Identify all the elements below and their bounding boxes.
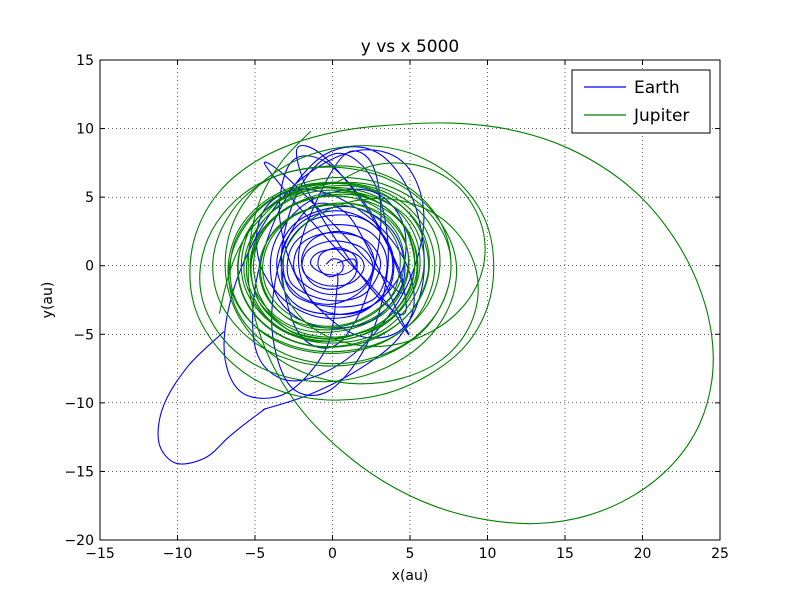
x-tick-label: −5	[245, 546, 266, 562]
y-tick-label: 15	[76, 53, 94, 69]
plot-series	[157, 122, 714, 525]
y-tick-label: 10	[76, 122, 94, 138]
axis-ticks	[99, 59, 721, 541]
x-tick-label: 0	[328, 546, 337, 562]
legend-box	[571, 69, 711, 134]
y-axis-label: y(au)	[40, 282, 56, 319]
y-tick-label: −20	[64, 533, 94, 549]
x-tick-label: 20	[634, 546, 652, 562]
x-tick-label: −10	[163, 546, 193, 562]
series-line-jupiter	[189, 122, 714, 525]
y-tick-label: −15	[64, 464, 94, 480]
legend-label-jupiter: Jupiter	[633, 106, 689, 126]
x-tick-label: 15	[556, 546, 574, 562]
x-tick-label: −15	[85, 546, 115, 562]
y-tick-labels: −20 −15 −10 −5 0 5 10 15	[64, 53, 94, 549]
x-axis-label: x(au)	[392, 568, 429, 584]
x-tick-label: 10	[479, 546, 497, 562]
legend: Earth Jupiter	[571, 69, 711, 134]
legend-label-earth: Earth	[634, 78, 680, 98]
series-line-jupiter	[199, 165, 458, 383]
series-line-earth	[255, 188, 415, 411]
y-tick-label: 0	[85, 259, 94, 275]
y-tick-label: 5	[85, 190, 94, 206]
series-line-earth	[157, 331, 267, 465]
x-tick-label: 5	[406, 546, 415, 562]
x-tick-label: 25	[711, 546, 729, 562]
y-tick-label: −10	[64, 396, 94, 412]
y-tick-label: −5	[73, 327, 94, 343]
chart-title: y vs x 5000	[361, 37, 460, 57]
series-line-jupiter	[229, 181, 436, 355]
x-tick-labels: −15 −10 −5 0 5 10 15 20 25	[85, 546, 729, 562]
